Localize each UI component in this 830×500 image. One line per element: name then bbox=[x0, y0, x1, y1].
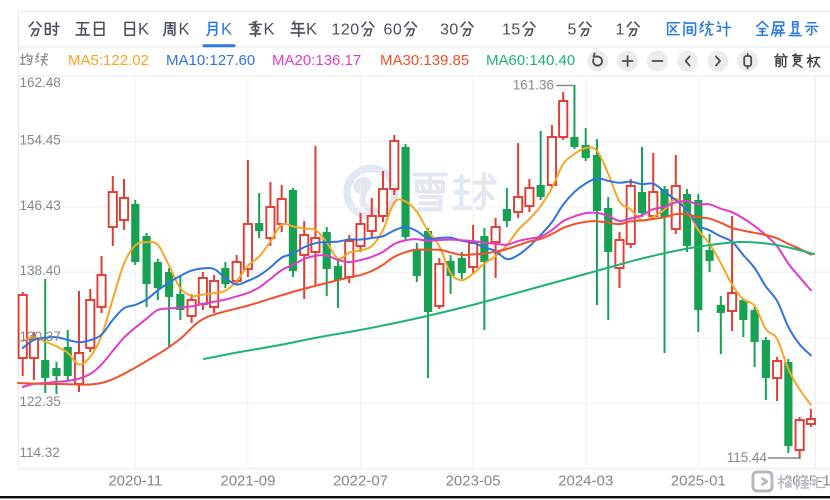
svg-text:2023-05: 2023-05 bbox=[446, 472, 501, 489]
svg-text:MA10:127.60: MA10:127.60 bbox=[166, 52, 255, 69]
svg-text:K: K bbox=[138, 21, 149, 39]
svg-text:K: K bbox=[221, 21, 232, 39]
svg-text:1: 1 bbox=[502, 22, 511, 39]
svg-text:130.37: 130.37 bbox=[20, 329, 61, 344]
svg-text:K: K bbox=[179, 21, 190, 39]
svg-text:0: 0 bbox=[350, 22, 359, 39]
svg-text:162.48: 162.48 bbox=[20, 75, 61, 90]
svg-text:2025-01: 2025-01 bbox=[671, 472, 726, 489]
svg-text:5: 5 bbox=[511, 22, 520, 39]
svg-text:2022-07: 2022-07 bbox=[333, 472, 388, 489]
svg-text:138.40: 138.40 bbox=[20, 263, 61, 278]
svg-text:161.36: 161.36 bbox=[513, 78, 554, 93]
svg-text:6: 6 bbox=[384, 22, 393, 39]
svg-text:1: 1 bbox=[616, 22, 625, 39]
svg-text:MA20:136.17: MA20:136.17 bbox=[272, 52, 361, 69]
svg-text:1: 1 bbox=[332, 22, 341, 39]
svg-text:2020-11: 2020-11 bbox=[108, 472, 162, 489]
svg-text:0: 0 bbox=[449, 22, 458, 39]
svg-text:154.45: 154.45 bbox=[20, 132, 61, 147]
svg-text:0: 0 bbox=[393, 22, 402, 39]
svg-text:MA60:140.40: MA60:140.40 bbox=[486, 52, 575, 69]
svg-text:115.44: 115.44 bbox=[727, 450, 768, 465]
svg-text:114.32: 114.32 bbox=[20, 445, 60, 460]
svg-text:MA5:122.02: MA5:122.02 bbox=[68, 52, 149, 69]
svg-text:5: 5 bbox=[568, 22, 577, 39]
svg-text:2: 2 bbox=[341, 22, 350, 39]
svg-text:146.43: 146.43 bbox=[20, 198, 61, 213]
svg-text:2024-03: 2024-03 bbox=[558, 472, 613, 489]
svg-text:MA30:139.85: MA30:139.85 bbox=[380, 52, 469, 69]
svg-text:2021-09: 2021-09 bbox=[220, 472, 275, 489]
svg-text:122.35: 122.35 bbox=[20, 394, 61, 409]
svg-text:K: K bbox=[306, 21, 317, 39]
svg-text:3: 3 bbox=[440, 22, 449, 39]
svg-text:K: K bbox=[264, 21, 275, 39]
